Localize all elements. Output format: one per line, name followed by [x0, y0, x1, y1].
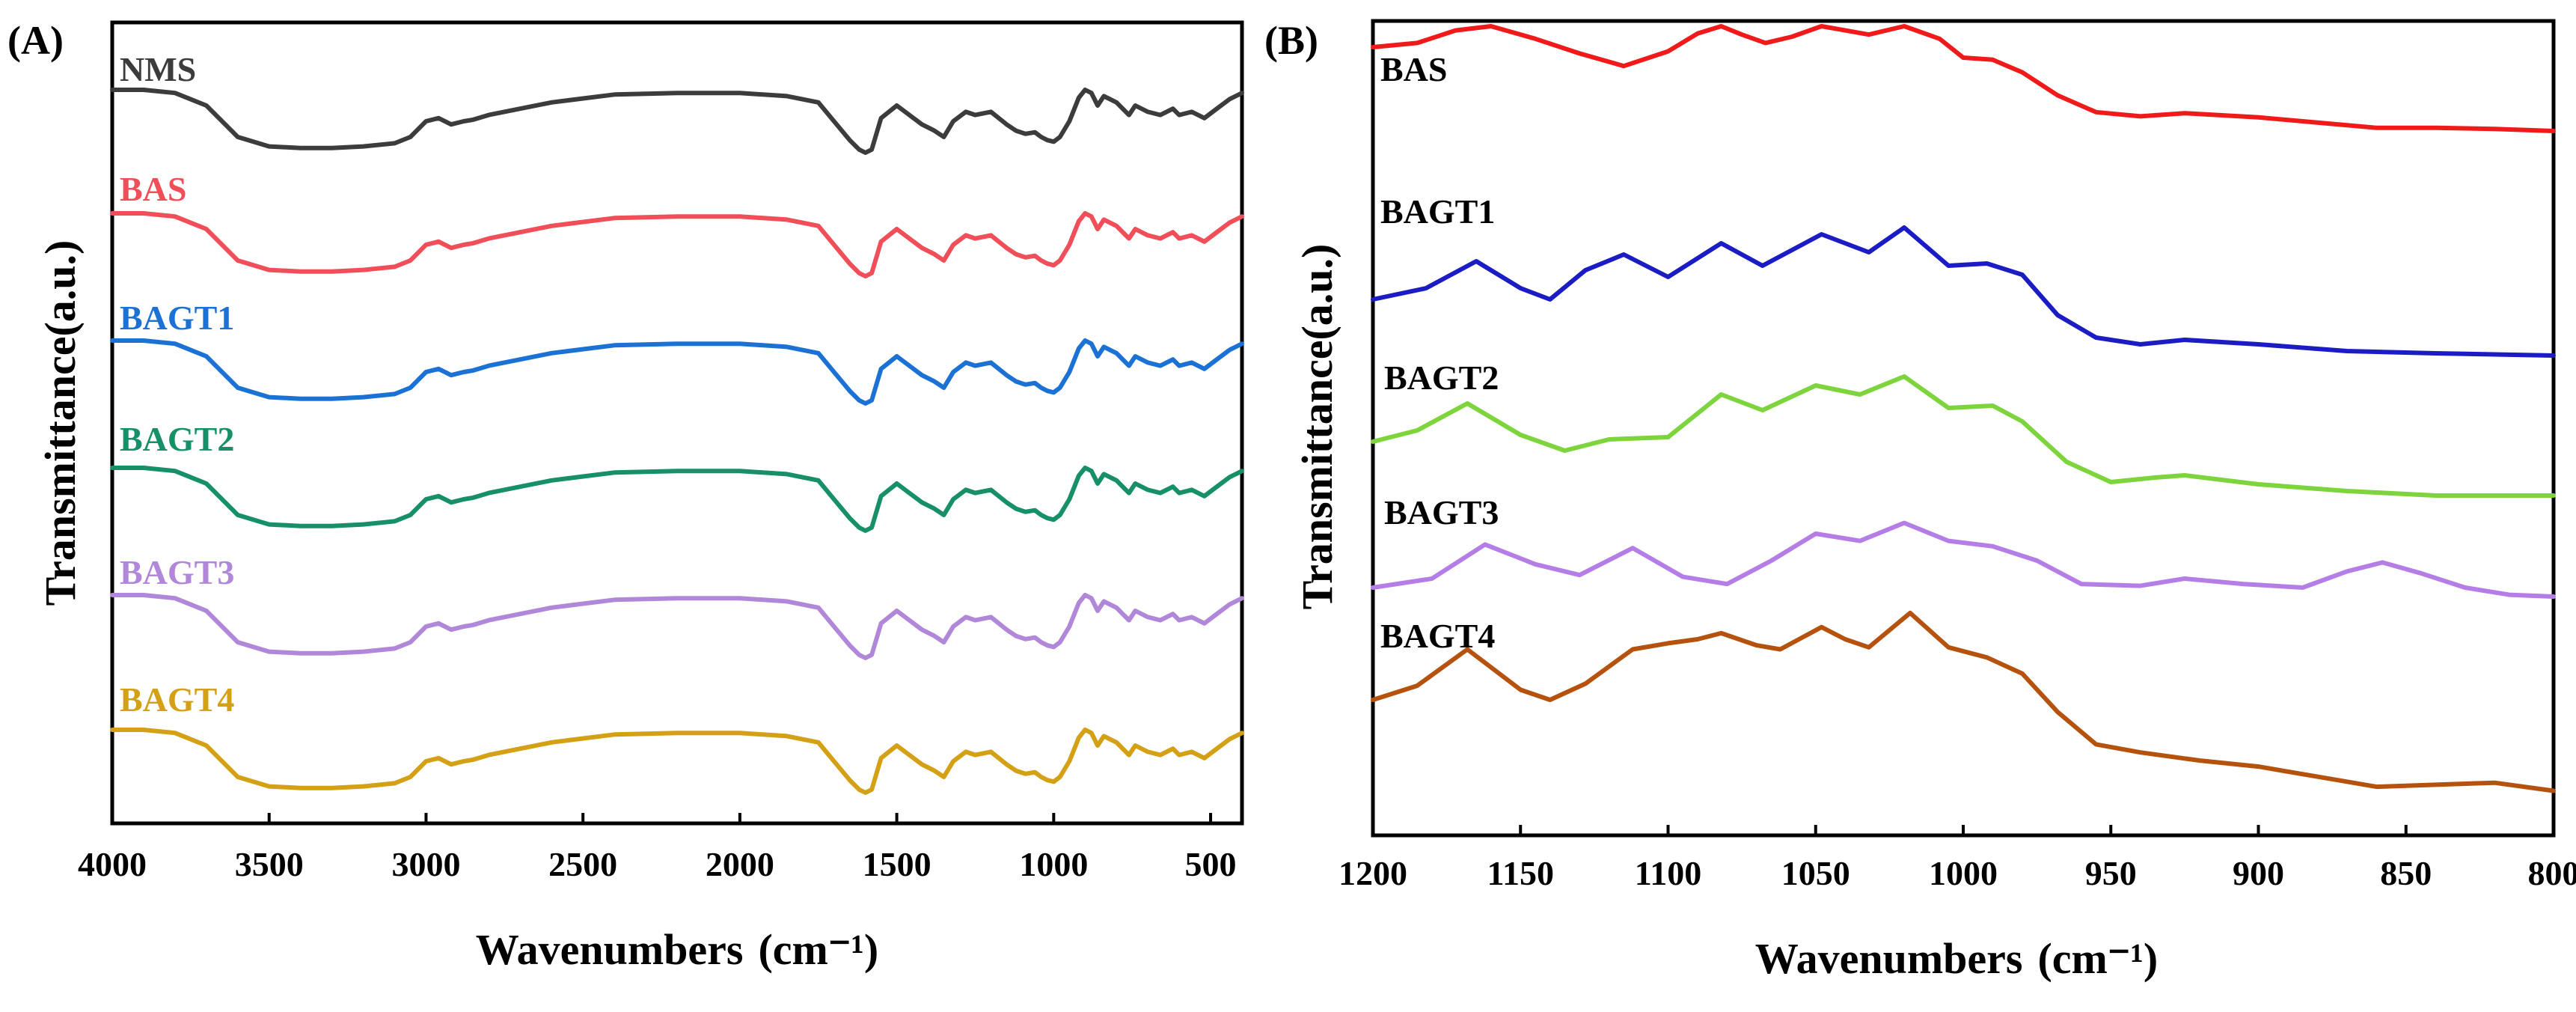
series-line-bagt1 — [110, 338, 1244, 406]
panel-b-x-axis-label: Wavenumbers — [1755, 934, 2023, 983]
x-tick-label-2000: 2000 — [706, 845, 774, 883]
panel-b-plot-frame — [1371, 19, 2556, 838]
series-line-b-bagt4 — [1371, 610, 2556, 793]
b-x-tick-label-950: 950 — [2085, 854, 2137, 892]
x-tick-label-1500: 1500 — [863, 845, 931, 883]
panel-b-series-labels: BAS BAGT1 BAGT2 BAGT3 BAGT4 — [1380, 50, 1499, 655]
b-x-tick-label-1200: 1200 — [1339, 854, 1407, 892]
series-label-bagt2: BAGT2 — [120, 420, 234, 458]
series-label-b-bagt4: BAGT4 — [1380, 617, 1495, 655]
series-line-b-bagt1 — [1371, 225, 2556, 358]
x-tick-label-500: 500 — [1185, 845, 1237, 883]
x-tick-label-2500: 2500 — [548, 845, 617, 883]
panel-a: (A) NMS BAS BAGT1 BAGT2 BAGT3 BAGT4 4000 3500 3… — [7, 18, 1244, 974]
b-x-tick-label-1150: 1150 — [1487, 854, 1554, 892]
series-label-bas: BAS — [120, 170, 186, 208]
x-tick-label-4000: 4000 — [78, 845, 147, 883]
series-line-b-bas — [1371, 24, 2556, 133]
series-label-nms: NMS — [120, 50, 196, 88]
series-line-b-bagt2 — [1371, 374, 2556, 498]
series-label-b-bagt1: BAGT1 — [1380, 192, 1495, 231]
panel-a-letter: (A) — [7, 18, 64, 63]
series-line-bagt2 — [110, 466, 1244, 533]
panel-b-x-axis-unit: (cm⁻¹) — [2037, 934, 2158, 983]
panel-b-y-axis-title: Transmittance(a.u.) — [1293, 244, 1341, 610]
x-tick-label-3500: 3500 — [235, 845, 304, 883]
panel-b-x-ticks: 1200 1150 1100 1050 1000 950 900 850 800 — [1339, 825, 2576, 892]
series-line-bas — [110, 211, 1244, 278]
panel-a-plot-frame — [110, 20, 1244, 826]
series-line-b-bagt3 — [1371, 520, 2556, 599]
panel-b: (B) BAS BAGT1 BAGT2 BAGT3 BAGT4 1200 1150 1100… — [1264, 18, 2576, 983]
panel-a-y-axis-title: Transmittance(a.u.) — [36, 240, 85, 606]
series-label-b-bas: BAS — [1380, 50, 1447, 88]
series-label-b-bagt2: BAGT2 — [1384, 359, 1499, 397]
b-x-tick-label-1100: 1100 — [1635, 854, 1701, 892]
panel-a-x-axis-unit: (cm⁻¹) — [758, 925, 878, 974]
b-x-tick-label-800: 800 — [2528, 854, 2576, 892]
b-x-tick-label-1050: 1050 — [1781, 854, 1850, 892]
series-label-bagt4: BAGT4 — [120, 680, 234, 719]
b-x-tick-label-1000: 1000 — [1929, 854, 1998, 892]
panel-a-x-axis-title: Wavenumbers (cm⁻¹) — [476, 925, 878, 974]
b-x-tick-label-850: 850 — [2380, 854, 2432, 892]
b-x-tick-label-900: 900 — [2233, 854, 2284, 892]
panel-b-curves — [1371, 24, 2556, 793]
series-label-b-bagt3: BAGT3 — [1384, 493, 1499, 531]
x-tick-label-3000: 3000 — [391, 845, 460, 883]
panel-a-curves — [110, 88, 1244, 795]
panel-a-x-axis-label: Wavenumbers — [476, 925, 744, 974]
series-label-bagt3: BAGT3 — [120, 553, 234, 591]
panel-a-x-ticks: 4000 3500 3000 2500 2000 1500 1000 500 — [78, 813, 1237, 883]
panel-a-series-labels: NMS BAS BAGT1 BAGT2 BAGT3 BAGT4 — [120, 50, 234, 719]
series-label-bagt1: BAGT1 — [120, 299, 234, 337]
panel-b-x-axis-title: Wavenumbers (cm⁻¹) — [1755, 934, 2158, 983]
x-tick-label-1000: 1000 — [1019, 845, 1088, 883]
series-line-nms — [110, 88, 1244, 155]
series-line-bagt3 — [110, 593, 1244, 660]
panel-b-letter: (B) — [1264, 18, 1318, 63]
series-line-bagt4 — [110, 728, 1244, 795]
